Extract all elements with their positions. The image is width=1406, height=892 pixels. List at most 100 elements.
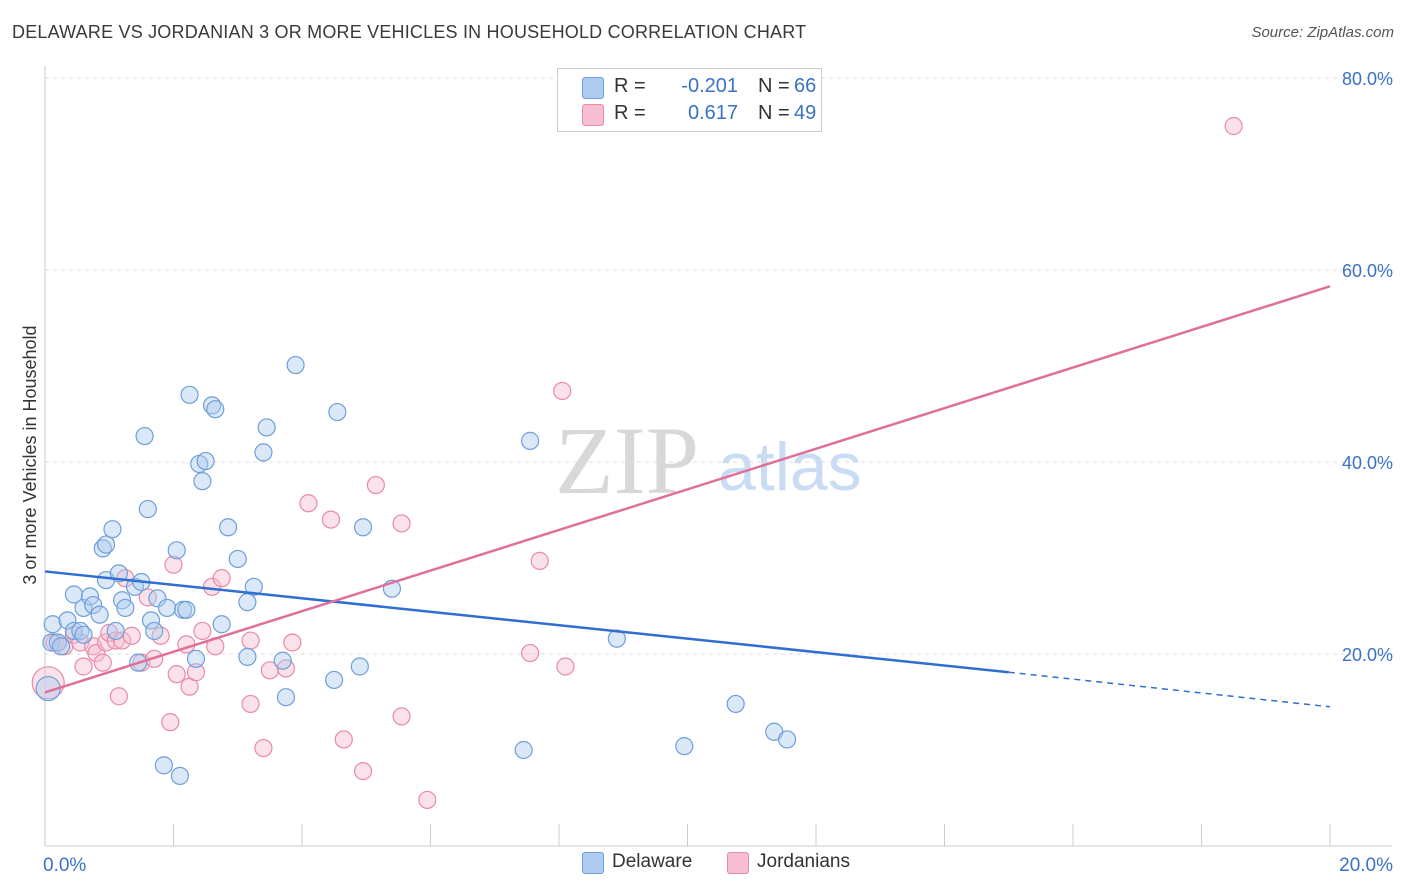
jordanians-point — [31, 666, 65, 700]
watermark: ZIP atlas — [555, 407, 862, 514]
y-tick-label: 60.0% — [1342, 261, 1393, 281]
delaware-point — [726, 694, 745, 714]
trend-lines — [44, 285, 1331, 708]
delaware-point — [180, 385, 199, 404]
jordanians-point — [260, 661, 279, 680]
delaware-point — [148, 589, 167, 608]
source-label: Source: ZipAtlas.com — [1251, 24, 1394, 41]
r-label: R = — [614, 102, 646, 124]
delaware-point — [257, 418, 276, 437]
delaware-point — [84, 595, 103, 615]
jordanians-point — [334, 730, 353, 749]
delaware-point — [193, 472, 212, 491]
delaware-point — [353, 518, 373, 537]
delaware-point — [154, 756, 173, 775]
jordanians-point — [138, 588, 157, 607]
delaware-point — [74, 625, 93, 644]
n-value: 66 — [794, 75, 817, 97]
x-tick-label: 0.0% — [43, 855, 86, 876]
jordanians-points — [31, 116, 1243, 810]
delaware-point — [186, 649, 206, 668]
jordanians-point — [167, 665, 186, 684]
delaware-point — [103, 520, 122, 539]
chart-title: DELAWARE VS JORDANIAN 3 OR MORE VEHICLES… — [12, 22, 807, 42]
r-value: -0.201 — [681, 75, 738, 97]
jordanians-trend-line — [44, 285, 1331, 694]
delaware-point — [196, 451, 215, 471]
n-label: N = — [758, 75, 790, 97]
jordanians-point — [392, 707, 411, 726]
delaware-point — [58, 611, 77, 630]
delaware-point — [51, 637, 71, 656]
delaware-point — [777, 730, 797, 749]
jordanians-point — [193, 621, 212, 641]
axis-layer — [44, 66, 1392, 847]
jordanians-point — [109, 687, 128, 706]
delaware-point — [238, 647, 257, 666]
delaware-point — [325, 670, 344, 690]
r-label: R = — [614, 75, 646, 97]
jordanians-point — [112, 631, 132, 650]
delaware-point — [273, 651, 292, 670]
jordanians-point — [212, 569, 231, 588]
delaware-point — [254, 443, 273, 462]
delaware-swatch — [582, 852, 604, 874]
jordanians-point — [93, 653, 112, 672]
delaware-point — [514, 740, 533, 760]
delaware-point — [64, 585, 84, 604]
jordanians-point — [1224, 116, 1243, 136]
jordanians-point — [122, 626, 141, 645]
y-tick-label: 20.0% — [1342, 645, 1393, 665]
delaware-trend-line — [44, 570, 1009, 674]
delaware-point — [212, 615, 231, 634]
bottom-legend-label: Jordanians — [757, 851, 850, 872]
tick-labels: 20.0% 40.0% 60.0% 80.0% 0.0% 20.0% — [43, 69, 1393, 876]
delaware-point — [141, 611, 161, 630]
jordanians-point — [299, 494, 318, 513]
n-label: N = — [758, 102, 790, 124]
delaware-point — [350, 657, 369, 676]
delaware-point — [228, 549, 247, 569]
delaware-point — [244, 577, 263, 596]
jordanians-point — [520, 643, 540, 663]
jordanians-point — [553, 381, 572, 401]
delaware-point — [64, 621, 84, 641]
r-value: 0.617 — [687, 102, 738, 124]
grid-layer — [45, 77, 1392, 655]
jordanians-point — [164, 555, 183, 574]
delaware-point — [145, 621, 164, 641]
jordanians-swatch — [582, 104, 604, 126]
bottom-legend-label: Delaware — [612, 851, 693, 872]
delaware-point — [167, 541, 186, 560]
delaware-point — [42, 633, 61, 652]
jordanians-point — [366, 475, 385, 495]
n-value: 49 — [794, 102, 817, 124]
jordanians-point — [161, 713, 180, 732]
jordanians-point — [74, 657, 93, 676]
delaware-point — [157, 598, 177, 618]
jordanians-point — [241, 694, 260, 714]
delaware-point — [116, 598, 135, 618]
jordanians-point — [241, 631, 260, 650]
delaware-point — [177, 600, 196, 619]
jordanians-point — [530, 551, 549, 570]
delaware-point — [276, 688, 296, 707]
delaware-point — [90, 605, 109, 624]
watermark-zip: ZIP — [555, 407, 699, 514]
jordanians-swatch — [727, 852, 749, 874]
jordanians-point — [254, 738, 273, 758]
delaware-point — [520, 431, 540, 450]
jordanians-point — [556, 657, 575, 676]
correlation-legend: R = -0.201 N = 66 R = 0.617 N = 49 — [557, 68, 822, 132]
delaware-point — [96, 535, 116, 554]
delaware-point — [170, 766, 190, 786]
delaware-point — [206, 400, 225, 419]
delaware-point — [238, 593, 257, 612]
delaware-points — [35, 355, 797, 786]
delaware-point — [675, 737, 694, 756]
delaware-point — [106, 621, 125, 641]
delaware-point — [286, 355, 305, 375]
delaware-point — [219, 518, 238, 537]
delaware-point — [43, 615, 62, 634]
